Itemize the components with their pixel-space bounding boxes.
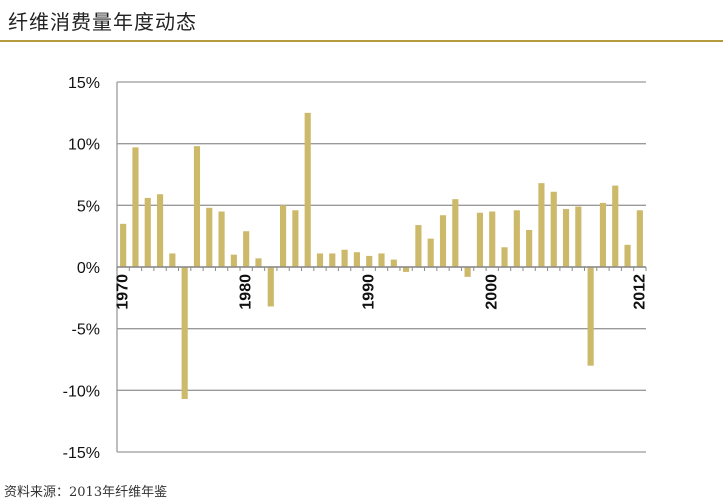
x-tick-label: 2012 — [631, 274, 648, 310]
bar-2002 — [513, 210, 520, 267]
bar-1974 — [169, 253, 176, 267]
bar-1998 — [464, 267, 471, 277]
bar-2005 — [550, 191, 557, 267]
bar-1995 — [427, 238, 434, 267]
y-tick-label: -5% — [72, 322, 100, 339]
bar-1986 — [316, 253, 324, 267]
bar-1979 — [230, 254, 237, 267]
bar-2007 — [575, 206, 582, 267]
bar-1988 — [341, 249, 348, 267]
y-tick-labels: 15% 10% 5% 0% -5% -10% -15% — [63, 75, 100, 462]
y-tick-label: 15% — [68, 75, 100, 92]
bar-2004 — [538, 183, 545, 267]
bar-1976 — [193, 146, 201, 267]
bar-1975 — [181, 267, 188, 399]
bar-1992 — [390, 259, 397, 267]
bar-1993 — [403, 267, 410, 272]
bar-1977 — [206, 207, 213, 267]
page-title: 纤维消费量年度动态 — [8, 10, 197, 34]
bar-1971 — [132, 147, 139, 267]
bar-1972 — [144, 197, 151, 267]
x-tick-label: 1980 — [238, 274, 255, 310]
bar-1973 — [156, 194, 164, 267]
bar-1980 — [243, 231, 250, 267]
bar-2008 — [587, 267, 594, 366]
x-tick-label: 1990 — [361, 274, 378, 310]
axes — [116, 82, 647, 452]
y-tick-label: 5% — [77, 198, 100, 215]
bar-1983 — [280, 205, 287, 267]
bar-1984 — [292, 210, 299, 267]
bar-2003 — [526, 230, 533, 267]
bar-1989 — [353, 252, 360, 267]
bar-1987 — [329, 253, 336, 267]
x-tick-labels: 1970 1980 1990 2000 2012 — [115, 274, 649, 310]
bar-1996 — [439, 215, 447, 267]
bar-1978 — [218, 211, 225, 267]
bar-1981 — [255, 258, 262, 267]
x-tick-label: 2000 — [484, 274, 501, 310]
bar-1999 — [476, 212, 483, 267]
bar-1970 — [120, 223, 127, 267]
source-note: 资料来源：2013年纤维年鉴 — [4, 485, 168, 500]
bar-2010 — [612, 185, 619, 267]
bar-1990 — [366, 255, 373, 267]
bar-1994 — [415, 225, 422, 267]
y-tick-label: -10% — [63, 383, 100, 400]
bar-2006 — [562, 209, 570, 267]
bar-1982 — [267, 267, 274, 307]
y-tick-label: 0% — [77, 260, 100, 277]
bar-1985 — [304, 112, 311, 267]
bars — [120, 112, 643, 399]
bar-1997 — [452, 199, 459, 267]
bar-2001 — [501, 247, 508, 267]
bar-2012 — [636, 210, 643, 267]
bar-2011 — [624, 244, 631, 267]
y-tick-label: -15% — [63, 445, 100, 462]
bar-2009 — [599, 202, 607, 267]
y-tick-label: 10% — [68, 137, 100, 154]
title-divider — [0, 40, 723, 42]
x-tick-label: 1970 — [115, 274, 132, 310]
bar-2000 — [489, 211, 496, 267]
bar-1991 — [378, 253, 385, 267]
grid-lines — [117, 81, 646, 453]
